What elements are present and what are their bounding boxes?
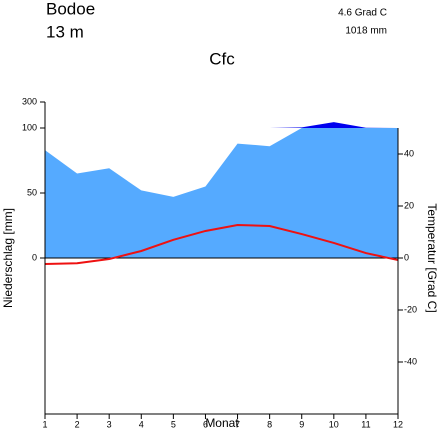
mean-temperature: 4.6 Grad C bbox=[338, 8, 387, 19]
x-axis-label: Monat bbox=[205, 416, 239, 430]
x-tick-label: 9 bbox=[299, 419, 304, 429]
x-tick-label: 6 bbox=[203, 419, 208, 429]
temperature-line bbox=[44, 223, 399, 265]
x-tick-label: 1 bbox=[42, 419, 47, 429]
precipitation-area bbox=[45, 128, 398, 258]
y2-tick-label: 20 bbox=[404, 200, 414, 210]
y2-tick-label: -40 bbox=[404, 356, 417, 366]
elevation: 13 m bbox=[46, 22, 84, 41]
y2-tick-label: 0 bbox=[404, 252, 409, 262]
y-tick-label: 300 bbox=[22, 96, 37, 106]
x-tick-label: 4 bbox=[139, 419, 144, 429]
y-tick-label: 50 bbox=[27, 187, 37, 197]
x-tick-label: 12 bbox=[393, 419, 403, 429]
station: Bodoe bbox=[46, 0, 95, 18]
x-tick-label: 8 bbox=[267, 419, 272, 429]
y2-tick-label: 40 bbox=[404, 148, 414, 158]
x-tick-label: 10 bbox=[329, 419, 339, 429]
y-tick-label: 0 bbox=[32, 252, 37, 262]
y2-tick-label: -20 bbox=[404, 304, 417, 314]
y-tick-label: 100 bbox=[22, 122, 37, 132]
precipitation-excess bbox=[45, 122, 398, 128]
chart-title: Cfc bbox=[209, 49, 235, 68]
x-tick-label: 7 bbox=[235, 419, 240, 429]
y2-axis-label: Temperatur [Grad C] bbox=[425, 203, 439, 312]
x-tick-label: 11 bbox=[361, 419, 370, 429]
annual-precipitation: 1018 mm bbox=[345, 26, 387, 37]
x-tick-label: 3 bbox=[107, 419, 112, 429]
y-axis-label: Niederschlag [mm] bbox=[1, 208, 15, 308]
x-tick-label: 5 bbox=[171, 419, 176, 429]
x-tick-label: 2 bbox=[75, 419, 80, 429]
